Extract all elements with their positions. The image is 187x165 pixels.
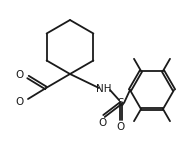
Text: NH: NH [96, 84, 112, 94]
Text: O: O [117, 122, 125, 132]
Text: S: S [118, 98, 124, 108]
Text: O: O [16, 70, 24, 80]
Text: O: O [99, 118, 107, 128]
Text: O: O [16, 97, 24, 107]
